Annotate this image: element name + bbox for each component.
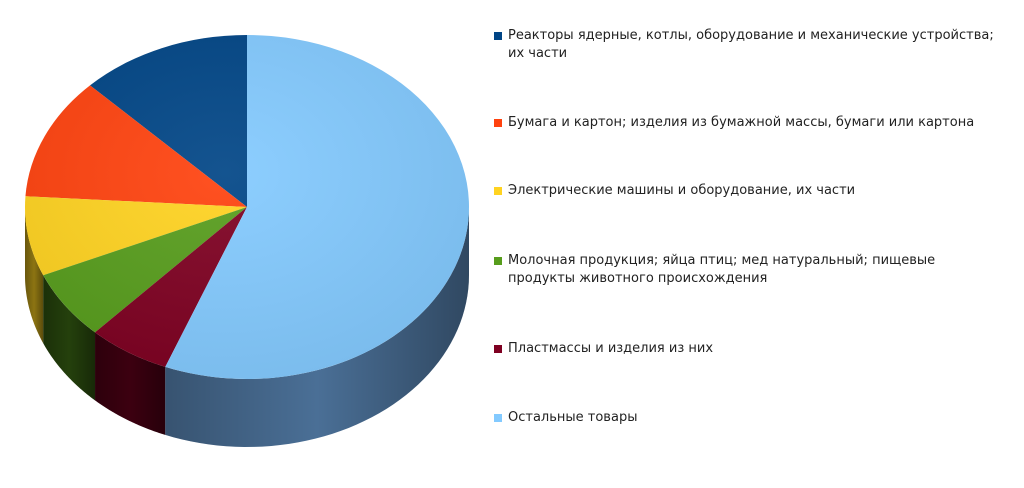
pie-side-shade: [165, 207, 469, 447]
pie-side-shade: [25, 207, 44, 344]
legend-swatch: [494, 257, 502, 265]
legend: Реакторы ядерные, котлы, оборудование и …: [494, 0, 1014, 484]
legend-swatch: [494, 187, 502, 195]
legend-label: Молочная продукция; яйца птиц; мед натур…: [508, 253, 936, 286]
legend-item-paper: Бумага и картон; изделия из бумажной мас…: [494, 114, 1006, 132]
pie-side-shade: [43, 275, 96, 401]
legend-item-plastics: Пластмассы и изделия из них: [494, 340, 1006, 358]
legend-swatch: [494, 345, 502, 353]
pie-chart-svg: [25, 35, 470, 447]
pie-top-shade: [25, 35, 469, 379]
legend-item-electrical: Электрические машины и оборудование, их …: [494, 182, 1006, 200]
legend-item-other: Остальные товары: [494, 409, 1006, 427]
legend-label: Электрические машины и оборудование, их …: [508, 183, 856, 198]
legend-label: Реакторы ядерные, котлы, оборудование и …: [508, 28, 994, 61]
legend-swatch: [494, 414, 502, 422]
legend-label: Пластмассы и изделия из них: [508, 341, 714, 356]
legend-label: Остальные товары: [508, 410, 638, 425]
pie-chart: [0, 0, 480, 484]
legend-item-reactors: Реакторы ядерные, котлы, оборудование и …: [494, 27, 1006, 63]
pie-side-shade: [95, 332, 166, 435]
legend-item-dairy: Молочная продукция; яйца птиц; мед натур…: [494, 252, 1006, 288]
legend-swatch: [494, 32, 502, 40]
legend-label: Бумага и картон; изделия из бумажной мас…: [508, 115, 975, 130]
legend-swatch: [494, 119, 502, 127]
